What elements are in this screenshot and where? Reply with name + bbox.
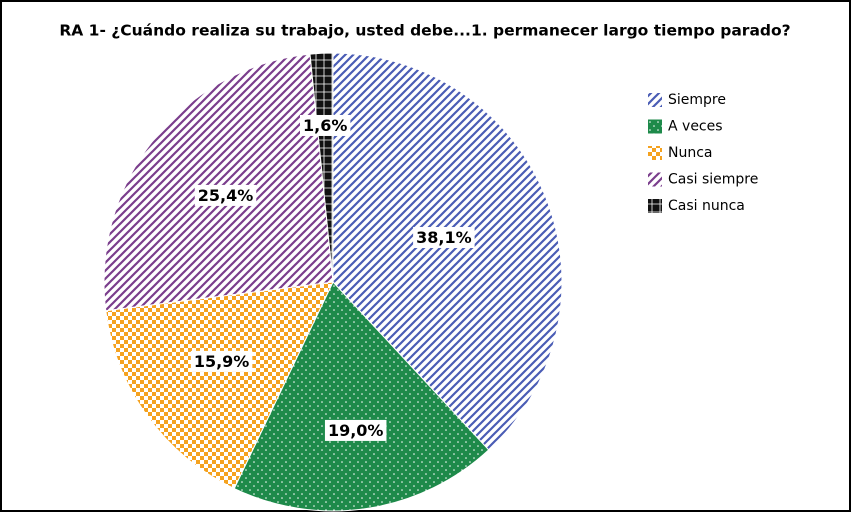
data-label-box bbox=[324, 419, 387, 441]
legend-label: Casi nunca bbox=[668, 198, 745, 214]
pie-slice bbox=[105, 281, 334, 490]
data-label-box bbox=[190, 350, 253, 372]
legend-label: Casi siempre bbox=[668, 172, 758, 188]
legend-swatch bbox=[648, 199, 662, 213]
data-label: 15,9% bbox=[194, 352, 250, 371]
pie-slice bbox=[332, 52, 563, 451]
legend-swatch bbox=[648, 146, 662, 160]
data-label: 1,6% bbox=[303, 116, 347, 135]
chart-title: RA 1- ¿Cuándo realiza su trabajo, usted … bbox=[59, 22, 790, 40]
legend-swatch bbox=[648, 93, 662, 107]
legend-label: A veces bbox=[668, 119, 723, 135]
pie-slice bbox=[233, 281, 490, 512]
legend-label: Siempre bbox=[668, 92, 726, 108]
pie-slice bbox=[103, 53, 334, 312]
legend-swatch bbox=[648, 172, 662, 187]
data-label: 19,0% bbox=[328, 421, 384, 440]
data-label: 38,1% bbox=[416, 228, 472, 247]
data-label-box bbox=[413, 227, 475, 249]
legend-label: Nunca bbox=[668, 145, 713, 161]
pie-slice bbox=[309, 52, 334, 283]
data-label-box bbox=[194, 184, 257, 206]
data-label-box bbox=[299, 114, 351, 136]
data-label: 25,4% bbox=[198, 186, 254, 205]
legend-swatch bbox=[648, 119, 662, 134]
